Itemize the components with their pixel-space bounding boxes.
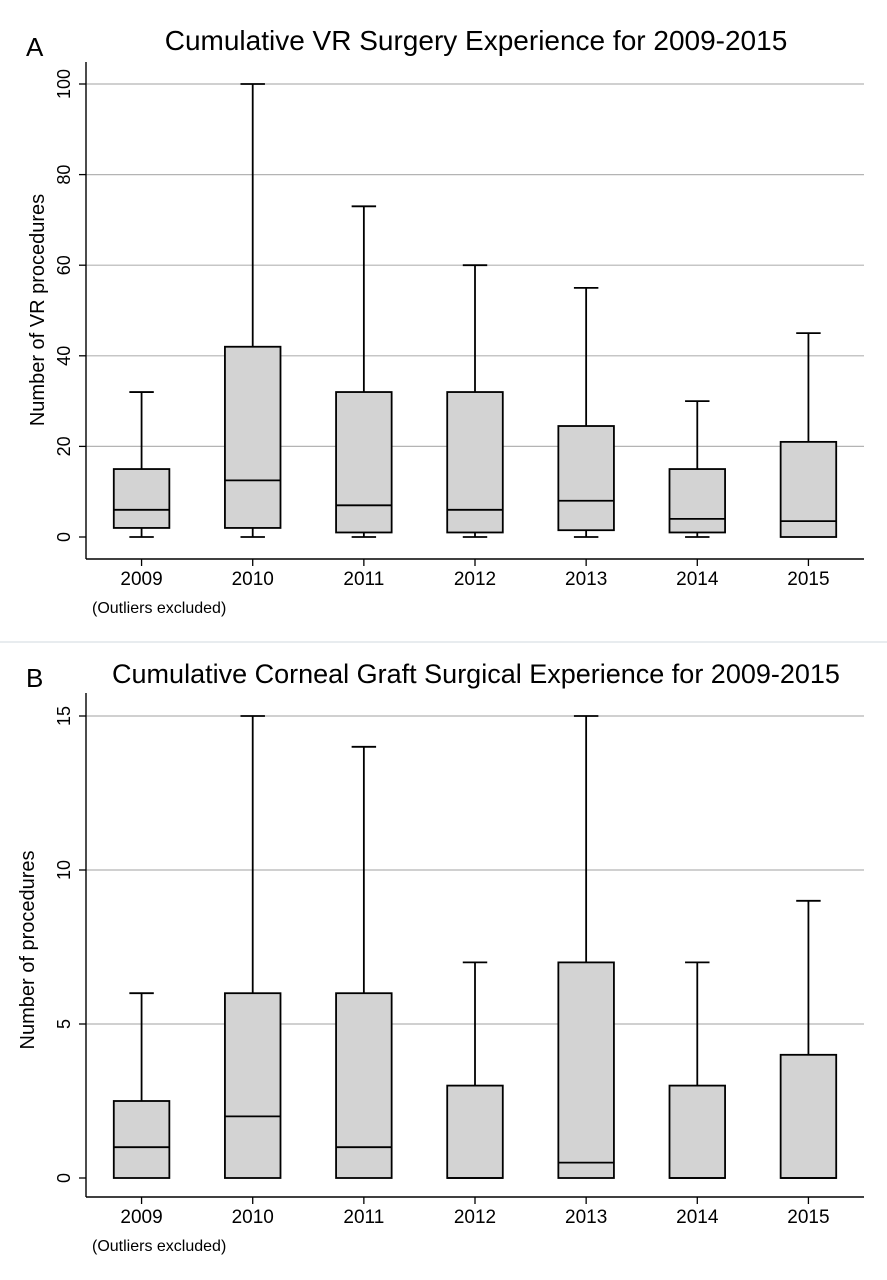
box-2015 xyxy=(779,440,838,538)
box-2009 xyxy=(112,1100,171,1179)
box-2013 xyxy=(557,961,615,1179)
chart-a-svg: A Cumulative VR Surgery Experience for 2… xyxy=(26,25,864,617)
x-tick-label-b: 2015 xyxy=(787,1207,829,1228)
box-2014 xyxy=(668,468,726,534)
note-b: (Outliers excluded) xyxy=(92,1238,226,1255)
x-tick-label-b: 2012 xyxy=(454,1207,496,1228)
y-tick-label-b: 10 xyxy=(54,860,74,880)
note-a: (Outliers excluded) xyxy=(92,600,226,617)
panel-label-a: A xyxy=(26,32,44,62)
y-tick-label-a: 80 xyxy=(54,165,74,185)
chart-b-svg: B Cumulative Corneal Graft Surgical Expe… xyxy=(17,659,864,1255)
x-tick-label-b: 2011 xyxy=(343,1207,384,1228)
x-tick-label-b: 2014 xyxy=(676,1207,719,1228)
x-tick-label-a: 2012 xyxy=(454,569,496,590)
x-tick-label-a: 2009 xyxy=(120,569,162,590)
chart-title-b: Cumulative Corneal Graft Surgical Experi… xyxy=(112,659,840,689)
plot-area-a: 0 20 40 60 80 100 2009 2010 2011 2012 2013 2014 2015 xyxy=(54,62,864,590)
box-2009 xyxy=(112,468,171,529)
box-2010 xyxy=(224,345,282,529)
y-tick-label-a: 20 xyxy=(54,436,74,456)
plot-area-b: 0 5 10 15 2009 2010 2011 2012 2013 2014 2015 xyxy=(54,693,864,1228)
x-tick-label-b: 2013 xyxy=(565,1207,607,1228)
y-tick-label-a: 100 xyxy=(54,69,74,99)
box-2014 xyxy=(668,1084,726,1179)
chart-panel-b: B Cumulative Corneal Graft Surgical Expe… xyxy=(0,643,887,1280)
x-tick-label-a: 2011 xyxy=(343,569,384,590)
chart-title-a: Cumulative VR Surgery Experience for 200… xyxy=(165,25,788,56)
y-tick-label-b: 0 xyxy=(54,1173,74,1183)
x-tick-label-a: 2014 xyxy=(676,569,719,590)
y-tick-label-a: 0 xyxy=(54,532,74,542)
panel-label-b: B xyxy=(26,663,43,693)
box-2011 xyxy=(335,391,393,534)
y-tick-label-a: 60 xyxy=(54,255,74,275)
box-2015 xyxy=(779,1053,838,1179)
box-2012 xyxy=(446,391,504,534)
y-tick-label-b: 5 xyxy=(54,1019,74,1029)
chart-panel-a: A Cumulative VR Surgery Experience for 2… xyxy=(26,25,864,617)
x-tick-label-a: 2013 xyxy=(565,569,607,590)
x-tick-label-a: 2015 xyxy=(787,569,829,590)
box-2012 xyxy=(446,1084,504,1179)
y-tick-label-b: 15 xyxy=(54,706,74,726)
y-axis-label-a: Number of VR procedures xyxy=(27,194,49,426)
x-tick-label-b: 2010 xyxy=(232,1207,274,1228)
box-2010 xyxy=(224,992,282,1179)
y-tick-label-a: 40 xyxy=(54,346,74,366)
x-tick-label-a: 2010 xyxy=(232,569,274,590)
box-2011 xyxy=(335,992,393,1179)
x-tick-label-b: 2009 xyxy=(120,1207,162,1228)
box-2013 xyxy=(557,425,615,532)
y-axis-label-b: Number of procedures xyxy=(17,851,39,1050)
panel-divider xyxy=(0,641,887,643)
